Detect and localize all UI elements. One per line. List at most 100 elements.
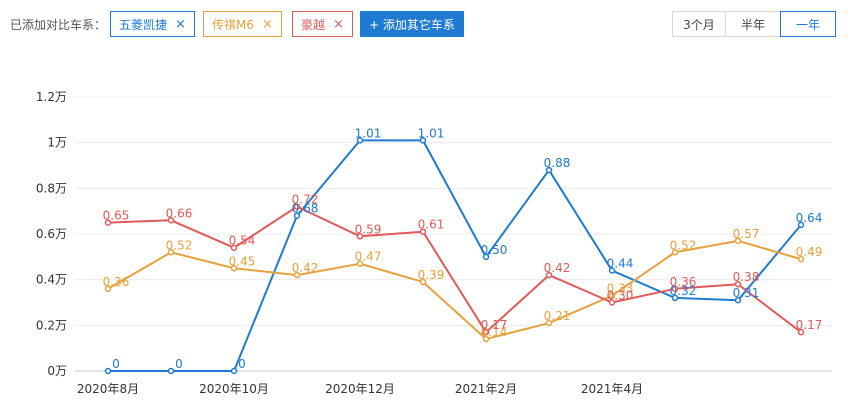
data-label: 0.42: [292, 261, 319, 275]
close-icon[interactable]: ×: [262, 16, 273, 32]
data-point: [104, 367, 112, 375]
compare-label: 已添加对比车系：: [10, 18, 107, 32]
data-label: 0: [175, 357, 183, 371]
data-point: [419, 137, 427, 144]
data-point: [419, 278, 427, 286]
data-point: [608, 267, 616, 274]
data-label: 0: [238, 357, 246, 371]
data-point: [545, 166, 553, 174]
y-tick-label: 0.4万: [36, 273, 67, 287]
y-tick-label: 0.2万: [36, 318, 67, 332]
data-label: 0.64: [796, 211, 823, 225]
data-label: 0.54: [229, 234, 256, 248]
x-tick-label: 2020年8月: [77, 382, 139, 396]
data-label: 0.38: [733, 270, 760, 284]
data-label: 0.14: [481, 325, 508, 339]
data-label: 0.59: [355, 222, 382, 236]
data-point: [167, 217, 175, 224]
data-label: 1.01: [355, 126, 382, 140]
range-one-year-button[interactable]: 一年: [780, 11, 836, 37]
data-label: 0.32: [670, 284, 697, 298]
data-label: 0.65: [103, 209, 130, 223]
data-point: [671, 294, 679, 302]
data-label: 0.66: [166, 206, 193, 220]
data-point: [104, 285, 112, 293]
data-point: [293, 212, 301, 219]
data-point: [671, 249, 679, 256]
y-tick-label: 1万: [47, 136, 67, 150]
data-point: [167, 367, 175, 375]
data-label: 0.36: [103, 275, 130, 289]
data-point: [419, 228, 427, 235]
data-point: [167, 249, 175, 256]
add-series-button[interactable]: + 添加其它车系: [360, 11, 464, 37]
data-label: 0.61: [418, 218, 445, 232]
series-tag-label: 传祺M6: [212, 17, 254, 32]
data-point: [734, 280, 742, 288]
data-point: [356, 233, 364, 240]
data-label: 0.45: [229, 254, 256, 268]
data-label: 0.39: [418, 268, 445, 282]
data-label: 0.52: [166, 238, 193, 252]
y-tick-label: 0.8万: [36, 181, 67, 195]
data-label: 0.31: [733, 286, 760, 300]
data-point: [797, 221, 805, 229]
data-point: [293, 203, 301, 210]
data-point: [797, 328, 805, 336]
data-label: 0.44: [607, 257, 634, 271]
data-point: [734, 296, 742, 304]
x-tick-label: 2021年2月: [455, 382, 517, 396]
data-point: [797, 255, 805, 263]
data-label: 0.50: [481, 243, 508, 257]
data-label: 1.01: [418, 126, 445, 140]
data-point: [356, 260, 364, 267]
data-label: 0.49: [796, 245, 823, 259]
data-point: [230, 367, 238, 375]
data-point: [482, 335, 490, 343]
close-icon[interactable]: ×: [175, 16, 186, 32]
data-label: 0.72: [292, 193, 319, 207]
series-tag-haoyue[interactable]: 豪越 ×: [292, 11, 353, 37]
series-tag-label: 五菱凯捷: [119, 17, 168, 32]
data-label: 0.30: [607, 289, 634, 303]
y-tick-label: 1.2万: [36, 90, 67, 104]
series-tag-wuling-kaijie[interactable]: 五菱凯捷 ×: [110, 11, 195, 37]
x-tick-label: 2021年4月: [581, 382, 643, 396]
toolbar: 已添加对比车系： 五菱凯捷 × 传祺M6 × 豪越 × + 添加其它车系 3个月…: [0, 0, 852, 50]
series-line: [108, 139, 802, 372]
time-range-selector: 3个月 半年 一年: [672, 11, 836, 37]
data-label: 0.21: [544, 309, 571, 323]
data-label: 0.33: [607, 282, 634, 296]
data-label: 0.52: [670, 238, 697, 252]
data-point: [230, 244, 238, 251]
data-point: [293, 271, 301, 279]
data-label: 0.42: [544, 261, 571, 275]
y-tick-label: 0.6万: [36, 227, 67, 241]
data-label: 0.17: [481, 318, 508, 332]
data-point: [230, 265, 238, 272]
x-tick-label: 2020年12月: [325, 382, 395, 396]
series-tag-label: 豪越: [301, 17, 326, 32]
data-label: 0.47: [355, 250, 382, 264]
data-point: [104, 219, 112, 226]
data-point: [545, 271, 553, 279]
data-point: [608, 299, 616, 306]
range-half-year-button[interactable]: 半年: [725, 11, 781, 37]
data-point: [482, 253, 490, 261]
data-label: 0.57: [733, 227, 760, 241]
y-tick-label: 0万: [47, 364, 67, 378]
data-label: 0.36: [670, 275, 697, 289]
data-point: [671, 285, 679, 293]
close-icon[interactable]: ×: [333, 16, 344, 32]
series-tag-gac-m6[interactable]: 传祺M6 ×: [203, 11, 282, 37]
data-point: [608, 292, 616, 299]
data-point: [356, 137, 364, 144]
data-label: 0.88: [544, 156, 571, 170]
x-tick-label: 2020年10月: [199, 382, 269, 396]
data-point: [734, 237, 742, 245]
data-point: [545, 319, 553, 327]
data-label: 0: [112, 357, 120, 371]
series-line: [107, 239, 802, 341]
data-label: 0.68: [292, 202, 319, 216]
data-point: [482, 328, 490, 336]
